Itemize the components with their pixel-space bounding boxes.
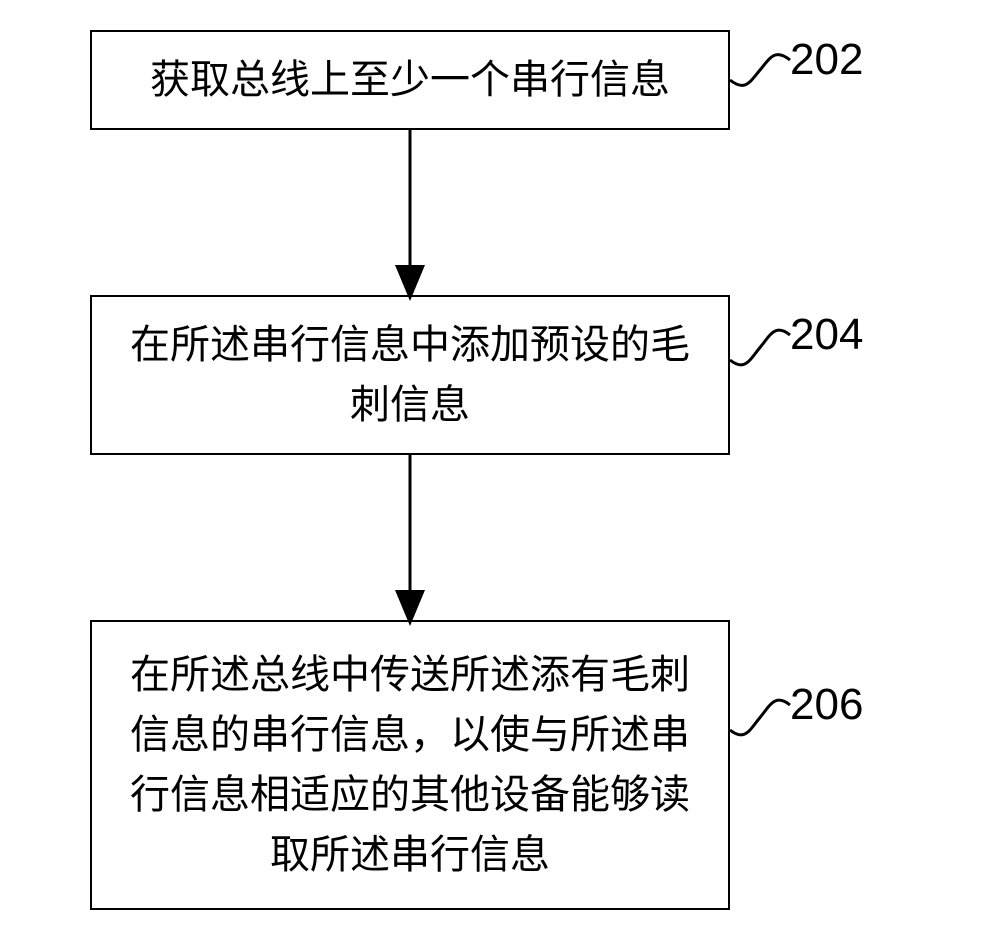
flow-step-1: 获取总线上至少一个串行信息: [90, 30, 730, 130]
flow-step-2-label: 204: [790, 310, 863, 360]
flow-step-2: 在所述串行信息中添加预设的毛刺信息: [90, 295, 730, 455]
flow-step-3-text: 在所述总线中传送所述添有毛刺信息的串行信息，以使与所述串行信息相适应的其他设备能…: [116, 645, 704, 885]
flow-step-3-label: 206: [790, 680, 863, 730]
flow-step-1-label: 202: [790, 35, 863, 85]
flow-step-2-text: 在所述串行信息中添加预设的毛刺信息: [116, 315, 704, 435]
flow-step-3: 在所述总线中传送所述添有毛刺信息的串行信息，以使与所述串行信息相适应的其他设备能…: [90, 620, 730, 910]
flow-step-1-text: 获取总线上至少一个串行信息: [150, 50, 670, 110]
flowchart-container: 获取总线上至少一个串行信息 202 在所述串行信息中添加预设的毛刺信息 204 …: [0, 0, 1000, 941]
